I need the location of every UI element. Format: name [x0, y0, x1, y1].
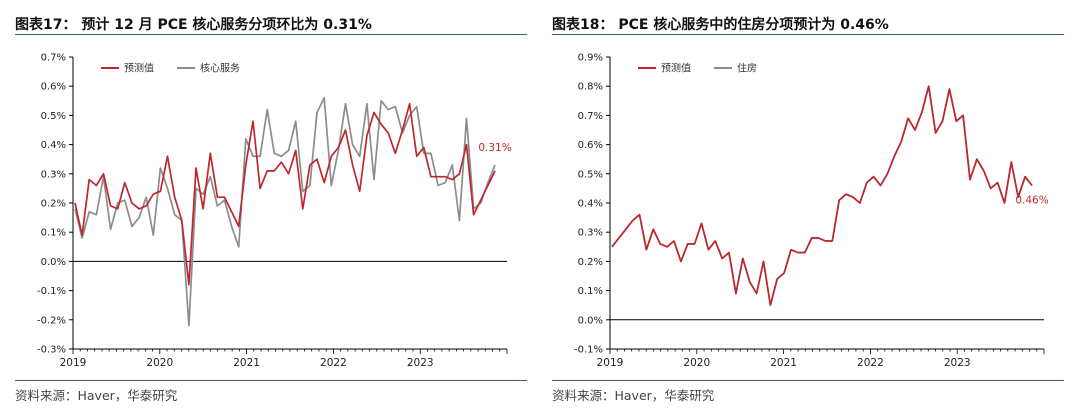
source-rule	[15, 380, 527, 381]
series-line-actual	[611, 85, 1033, 307]
legend-label: 核心服务	[200, 62, 240, 75]
y-tick-label: 0.7%	[578, 111, 603, 122]
title-rule	[15, 34, 527, 35]
x-tick-label: 2021	[770, 357, 797, 369]
source-rule	[552, 380, 1064, 381]
x-tick-label: 2019	[597, 357, 624, 369]
y-tick-label: -0.2%	[37, 315, 66, 326]
x-tick-label: 2023	[944, 357, 971, 369]
y-tick-label: 0.6%	[578, 140, 603, 151]
x-tick-label: 2023	[407, 357, 434, 369]
x-tick-label: 2020	[683, 357, 710, 369]
y-tick-label: 0.9%	[578, 53, 603, 64]
y-tick-label: -0.1%	[574, 345, 603, 356]
line-chart-right: -0.1% 0.0% 0.1% 0.2% 0.3% 0.4% 0.5% 0.6% 0.7% 0.8…	[574, 53, 1049, 370]
y-tick-label: 0.1%	[578, 286, 603, 297]
y-tick-label: 0.4%	[578, 199, 603, 210]
y-tick-label: 0.2%	[41, 199, 66, 210]
chart-panel-left: 图表17： 预计 12 月 PCE 核心服务分项环比为 0.31% -0.3% -…	[15, 0, 527, 414]
x-tick-label: 2021	[233, 357, 260, 369]
y-tick-label: 0.5%	[41, 111, 66, 122]
y-tick-label: 0.5%	[578, 169, 603, 180]
y-tick-label: -0.1%	[37, 286, 66, 297]
y-tick-label: 0.4%	[41, 140, 66, 151]
series-line-actual	[74, 97, 496, 327]
x-tick-label: 2020	[146, 357, 173, 369]
chart-title: 图表18： PCE 核心服务中的住房分项预计为 0.46%	[552, 17, 889, 33]
y-tick-label: 0.1%	[41, 228, 66, 239]
y-tick-label: -0.3%	[37, 345, 66, 356]
title-rule	[552, 34, 1064, 35]
y-tick-label: 0.0%	[578, 315, 603, 326]
end-value-annotation: 0.46%	[1015, 194, 1048, 206]
y-tick-label: 0.3%	[578, 228, 603, 239]
y-tick-label: 0.8%	[578, 82, 603, 93]
series-line-forecast	[611, 85, 1033, 307]
chart-panel-right: 图表18： PCE 核心服务中的住房分项预计为 0.46% -0.1% 0.0% 0…	[552, 0, 1064, 414]
y-tick-label: 0.3%	[41, 169, 66, 180]
x-tick-label: 2022	[320, 357, 347, 369]
legend-label: 住房	[737, 62, 757, 75]
x-tick-label: 2019	[60, 357, 87, 369]
source-note: 资料来源：Haver，华泰研究	[15, 388, 178, 403]
y-tick-label: 0.6%	[41, 82, 66, 93]
legend-label: 预测值	[124, 62, 154, 75]
series-line-forecast	[74, 102, 496, 286]
y-tick-label: 0.7%	[41, 53, 66, 64]
x-tick-label: 2022	[857, 357, 884, 369]
y-tick-label: 0.0%	[41, 257, 66, 268]
end-value-annotation: 0.31%	[478, 142, 511, 154]
y-tick-label: 0.2%	[578, 257, 603, 268]
line-chart-left: -0.3% -0.2% -0.1% 0.0% 0.1% 0.2% 0.3% 0.4% 0.5% 0…	[37, 53, 512, 370]
source-note: 资料来源：Haver，华泰研究	[552, 388, 715, 403]
chart-title: 图表17： 预计 12 月 PCE 核心服务分项环比为 0.31%	[15, 17, 372, 33]
legend-label: 预测值	[661, 62, 691, 75]
